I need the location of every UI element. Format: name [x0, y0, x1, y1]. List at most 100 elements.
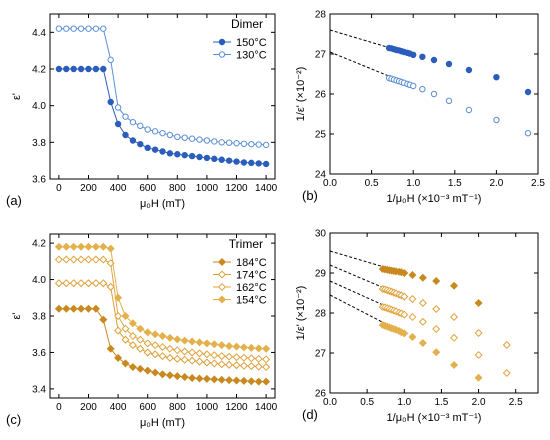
- data-point: [165, 353, 174, 362]
- legend-entry: 154°C: [236, 295, 267, 307]
- data-point: [262, 160, 270, 168]
- data-point: [217, 375, 226, 384]
- data-point: [195, 349, 204, 358]
- data-point: [91, 279, 100, 288]
- data-point: [240, 159, 248, 166]
- data-point: [418, 273, 427, 282]
- legend-entry: 162°C: [236, 282, 267, 294]
- data-point: [151, 368, 160, 377]
- data-point: [151, 146, 159, 153]
- panel-label: (a): [6, 193, 22, 208]
- series-3: [54, 255, 271, 364]
- x-tick-label: 2.5: [509, 397, 523, 408]
- x-tick-label: 2.5: [531, 178, 545, 189]
- data-point: [151, 341, 160, 350]
- data-point: [84, 279, 93, 288]
- panel-label: (c): [6, 412, 21, 427]
- data-point: [158, 342, 167, 351]
- data-point: [410, 82, 417, 90]
- data-point: [114, 353, 123, 362]
- data-point: [84, 255, 93, 264]
- series-2: [54, 279, 271, 372]
- data-point: [203, 137, 211, 144]
- data-point: [233, 158, 240, 165]
- data-point: [188, 337, 197, 346]
- data-point: [450, 312, 459, 322]
- data-point: [92, 25, 100, 32]
- x-tick-label: 400: [110, 183, 127, 194]
- data-point: [99, 279, 108, 288]
- data-point: [262, 377, 271, 386]
- x-tick-label: 1400: [255, 183, 278, 194]
- data-point: [418, 298, 427, 308]
- data-point: [136, 324, 145, 333]
- data-point: [106, 344, 115, 353]
- data-point: [239, 343, 248, 352]
- data-point: [195, 357, 204, 366]
- data-point: [248, 159, 255, 167]
- data-point: [137, 140, 144, 148]
- y-tick-label: 3.8: [32, 138, 46, 149]
- data-point: [173, 346, 182, 355]
- data-point: [225, 352, 234, 361]
- data-point: [77, 65, 85, 73]
- data-point: [165, 333, 174, 342]
- data-point: [181, 134, 188, 141]
- fit-line: [329, 294, 405, 334]
- legend-entry: 150°C: [236, 37, 267, 49]
- data-point: [136, 335, 145, 344]
- data-point: [432, 276, 441, 286]
- data-point: [180, 355, 189, 364]
- data-point: [217, 352, 226, 361]
- y-tick-label: 3.6: [32, 175, 46, 186]
- data-point: [99, 315, 108, 324]
- legend-marker: [217, 295, 227, 304]
- data-point: [210, 351, 219, 360]
- data-point: [91, 255, 100, 264]
- y-tick-label: 30: [315, 229, 327, 240]
- data-point: [114, 120, 122, 128]
- data-point: [180, 336, 189, 345]
- x-tick-label: 200: [80, 183, 97, 194]
- x-tick-label: 800: [169, 183, 186, 194]
- y-axis-label: 1/ε' (×10⁻²): [295, 286, 307, 341]
- x-tick-label: 1400: [255, 402, 278, 413]
- data-point: [474, 350, 483, 360]
- data-point: [166, 131, 174, 139]
- data-point: [419, 86, 426, 93]
- data-point: [239, 361, 248, 370]
- data-point: [262, 363, 271, 372]
- data-point: [232, 361, 241, 370]
- data-point: [99, 255, 108, 264]
- data-point: [77, 25, 85, 32]
- data-point: [445, 60, 453, 68]
- data-point: [474, 328, 483, 338]
- plot-frame: [49, 13, 276, 180]
- data-point: [247, 354, 256, 363]
- data-point: [99, 242, 108, 251]
- chart-panel-3: 0 200 400 600 800 1000 1200 1400 3.4 3.6 3.8 4.0 4.2…: [6, 233, 278, 429]
- data-point: [180, 373, 189, 382]
- x-tick-label: 1.5: [448, 178, 462, 189]
- x-tick-label: 1200: [225, 402, 248, 413]
- y-tick-label: 3.4: [32, 384, 46, 395]
- data-point: [173, 354, 182, 363]
- data-point: [55, 65, 63, 73]
- data-point: [174, 151, 181, 158]
- data-point: [493, 116, 500, 124]
- y-tick-label: 4.4: [32, 28, 46, 39]
- data-point: [100, 25, 107, 32]
- data-point: [465, 66, 473, 74]
- data-point: [181, 151, 188, 159]
- data-point: [128, 363, 137, 372]
- data-point: [173, 335, 182, 344]
- data-point: [165, 371, 174, 380]
- data-point: [151, 128, 159, 135]
- data-point: [211, 155, 218, 163]
- x-tick-label: 0.0: [323, 397, 337, 408]
- y-tick-label: 28: [315, 309, 327, 320]
- data-point: [107, 56, 114, 64]
- y-tick-label: 4.2: [32, 65, 46, 76]
- data-point: [77, 279, 86, 288]
- series-1: [55, 65, 270, 168]
